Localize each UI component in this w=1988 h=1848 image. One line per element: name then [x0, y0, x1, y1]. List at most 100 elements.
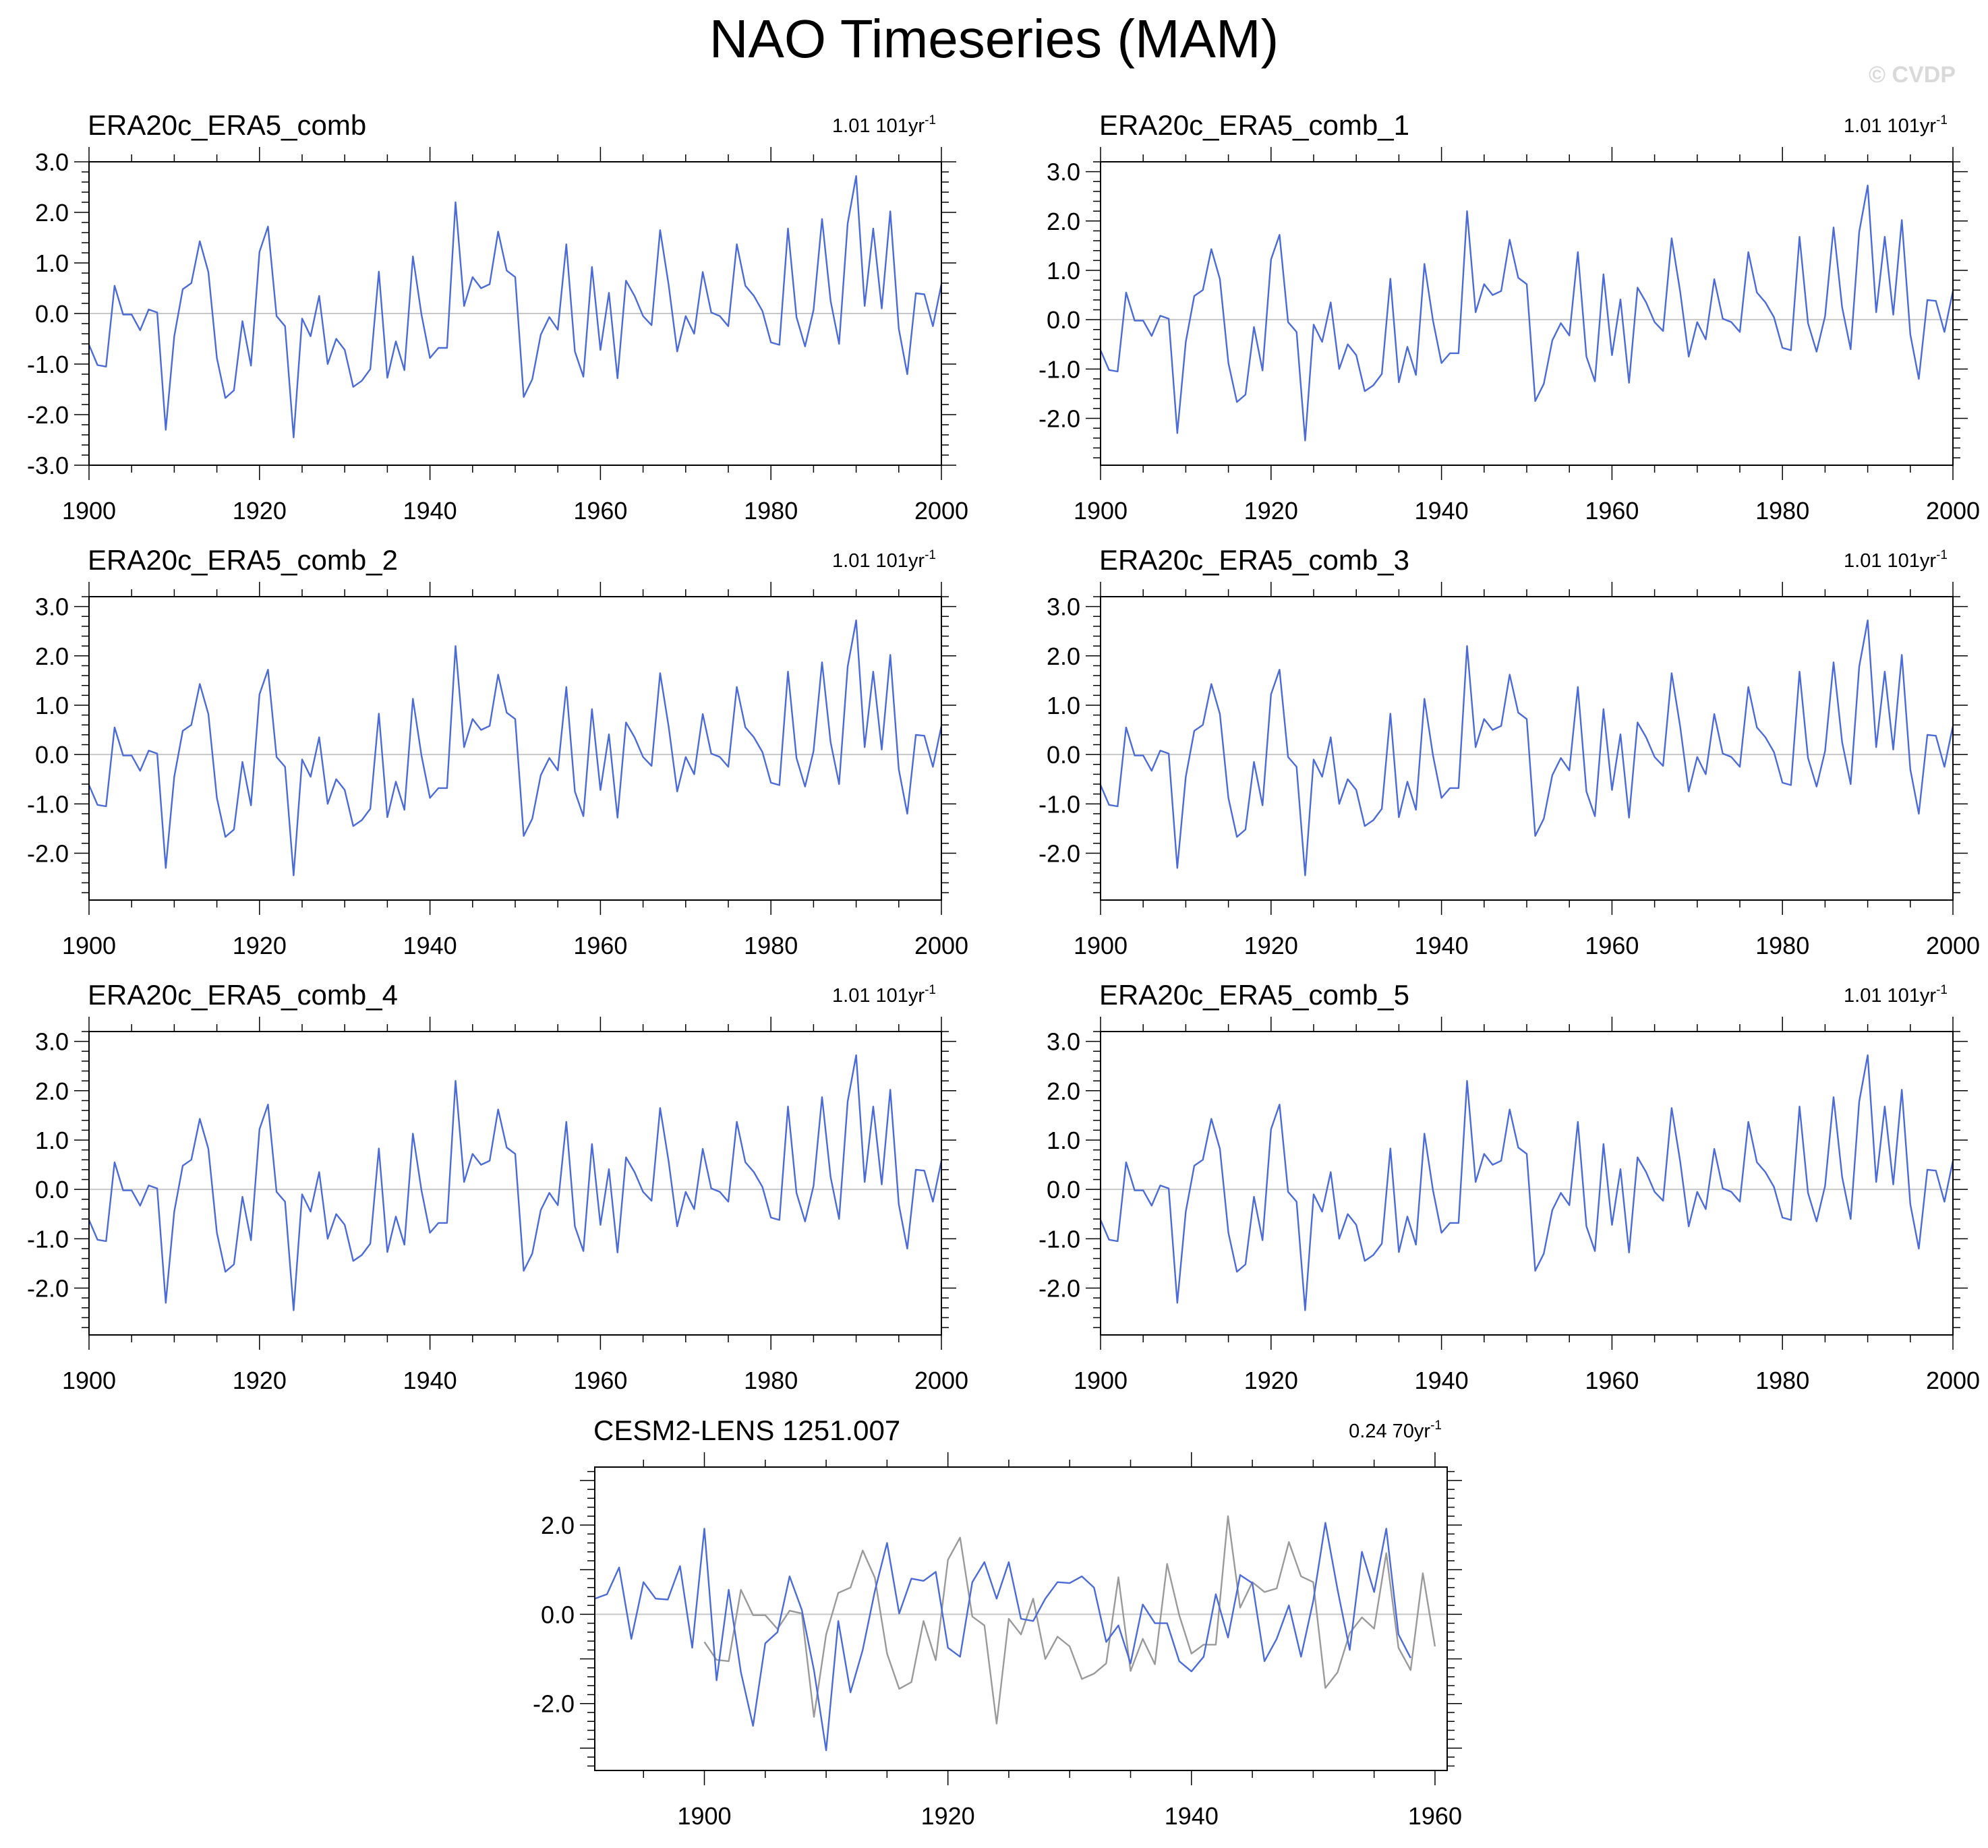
x-tick-label: 1940 [1415, 497, 1469, 525]
cvdp-watermark: © CVDP [1869, 62, 1956, 88]
series-line [594, 1522, 1411, 1752]
x-tick-label: 1900 [1074, 497, 1128, 525]
y-tick-label: 2.0 [35, 643, 69, 670]
observed-series-line [703, 1515, 1436, 1725]
x-tick-label: 1900 [1074, 1367, 1128, 1394]
x-tick-label: 1980 [1755, 497, 1809, 525]
series-line [88, 619, 943, 876]
x-tick-label: 1940 [1165, 1802, 1219, 1830]
x-tick-label: 1980 [744, 497, 798, 525]
panel-title: ERA20c_ERA5_comb_4 [88, 979, 398, 1011]
y-tick-label: 1.0 [1047, 1127, 1080, 1154]
trend-label: 0.24 70yr-1 [1349, 1419, 1442, 1442]
trend-label: 1.01 101yr-1 [1844, 113, 1948, 137]
y-tick-label: 3.0 [1047, 158, 1080, 186]
y-tick-label: 0.0 [541, 1601, 575, 1628]
x-tick-label: 2000 [914, 497, 968, 525]
x-tick-label: 1980 [744, 932, 798, 959]
x-tick-label: 1960 [1585, 1367, 1639, 1394]
chart-panel-2: ERA20c_ERA5_comb_2 1.01 101yr-1 3.0 2.0 1.0 0… [27, 544, 968, 959]
x-tick-label: 2000 [914, 1367, 968, 1394]
x-tick-label: 2000 [1926, 932, 1980, 959]
x-tick-label: 1980 [1755, 1367, 1809, 1394]
y-tick-label: -1.0 [1039, 1225, 1080, 1253]
x-tick-label: 1980 [1755, 932, 1809, 959]
y-tick-label: 0.0 [35, 741, 69, 769]
series-line [1099, 1054, 1954, 1311]
x-tick-label: 2000 [914, 932, 968, 959]
series-line [1099, 184, 1954, 442]
y-tick-label: 3.0 [1047, 1028, 1080, 1056]
x-tick-label: 1900 [62, 932, 116, 959]
y-tick-label: -2.0 [27, 1274, 69, 1302]
panel-title: ERA20c_ERA5_comb [88, 109, 366, 141]
y-tick-label: -3.0 [27, 452, 69, 479]
chart-panel-4: ERA20c_ERA5_comb_4 1.01 101yr-1 3.0 2.0 1.0 0… [27, 979, 968, 1394]
x-tick-label: 1940 [403, 497, 457, 525]
main-title: NAO Timeseries (MAM) [709, 9, 1279, 69]
plot-frame [1100, 1031, 1954, 1336]
x-tick-label: 1920 [1244, 497, 1298, 525]
y-tick-label: 0.0 [1047, 306, 1080, 334]
y-tick-label: -2.0 [1039, 1274, 1080, 1302]
panel-title: ERA20c_ERA5_comb_3 [1099, 544, 1409, 576]
y-tick-label: -2.0 [27, 401, 69, 429]
series-line [88, 175, 943, 438]
chart-panel-3: ERA20c_ERA5_comb_3 1.01 101yr-1 3.0 2.0 1.0 0… [1039, 544, 1980, 959]
plot-frame [594, 1466, 1448, 1771]
y-tick-label: -2.0 [1039, 405, 1080, 432]
trend-label: 1.01 101yr-1 [1844, 548, 1948, 572]
panel-title: ERA20c_ERA5_comb_1 [1099, 109, 1409, 141]
x-tick-label: 1920 [233, 497, 287, 525]
panel-title: ERA20c_ERA5_comb_5 [1099, 979, 1409, 1011]
y-tick-label: 3.0 [1047, 593, 1080, 621]
x-tick-label: 1980 [744, 1367, 798, 1394]
chart-panel-6: CESM2-LENS 1251.007 0.24 70yr-1 2.0 0.0 -2.0… [533, 1414, 1462, 1830]
y-tick-label: 2.0 [1047, 208, 1080, 235]
plot-frame [88, 161, 942, 466]
x-tick-label: 1920 [233, 1367, 287, 1394]
x-tick-label: 1960 [573, 932, 627, 959]
y-tick-label: -1.0 [27, 1225, 69, 1253]
series-line [1099, 619, 1954, 876]
y-tick-label: 3.0 [35, 148, 69, 176]
y-tick-label: 3.0 [35, 1028, 69, 1056]
y-tick-label: 2.0 [1047, 1077, 1080, 1105]
y-tick-label: 2.0 [1047, 643, 1080, 670]
x-tick-label: 1940 [403, 932, 457, 959]
y-tick-label: 0.0 [1047, 1176, 1080, 1203]
y-tick-label: 2.0 [35, 1077, 69, 1105]
panel-title: ERA20c_ERA5_comb_2 [88, 544, 398, 576]
x-tick-label: 1920 [1244, 932, 1298, 959]
y-tick-label: -2.0 [27, 839, 69, 867]
y-tick-label: 0.0 [1047, 741, 1080, 769]
x-tick-label: 1960 [1585, 497, 1639, 525]
x-tick-label: 1920 [921, 1802, 975, 1830]
y-tick-label: -1.0 [27, 790, 69, 818]
trend-label: 1.01 101yr-1 [832, 113, 936, 137]
y-tick-label: 0.0 [35, 1176, 69, 1203]
x-tick-label: 1960 [573, 1367, 627, 1394]
x-tick-label: 1960 [1408, 1802, 1462, 1830]
plot-frame [1100, 596, 1954, 901]
y-tick-label: 1.0 [35, 692, 69, 719]
plot-frame [88, 596, 942, 901]
y-tick-label: 1.0 [35, 1127, 69, 1154]
x-tick-label: 2000 [1926, 1367, 1980, 1394]
trend-label: 1.01 101yr-1 [1844, 983, 1948, 1007]
y-tick-label: -1.0 [27, 351, 69, 378]
x-tick-label: 1960 [573, 497, 627, 525]
y-tick-label: 3.0 [35, 593, 69, 621]
x-tick-label: 1940 [1415, 932, 1469, 959]
y-tick-label: 1.0 [35, 249, 69, 277]
y-tick-label: 1.0 [1047, 257, 1080, 285]
y-tick-label: -2.0 [533, 1690, 575, 1718]
y-tick-label: -2.0 [1039, 839, 1080, 867]
x-tick-label: 1960 [1585, 932, 1639, 959]
x-tick-label: 1900 [677, 1802, 731, 1830]
chart-panel-1: ERA20c_ERA5_comb_1 1.01 101yr-1 3.0 2.0 1.0 0… [1039, 109, 1980, 525]
plot-frame [1100, 161, 1954, 466]
chart-panel-0: ERA20c_ERA5_comb 1.01 101yr-1 3.0 2.0 1.0 0.0… [27, 109, 968, 525]
plot-frame [88, 1031, 942, 1336]
